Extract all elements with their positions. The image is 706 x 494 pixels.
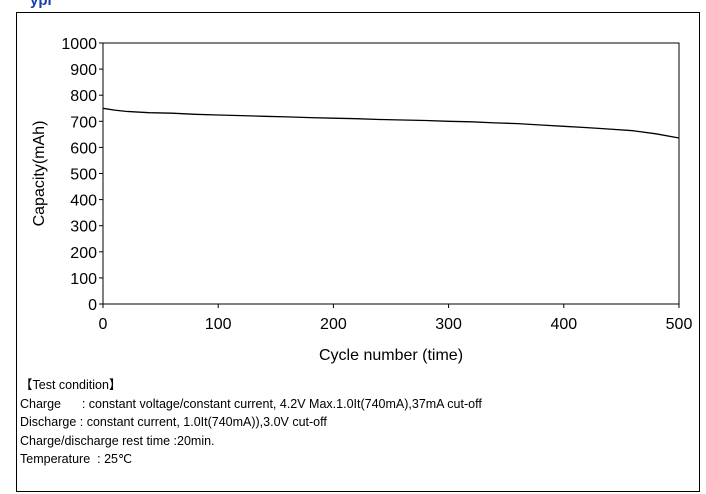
y-tick-label: 100 xyxy=(70,271,97,288)
x-tick-label: 400 xyxy=(550,316,577,333)
charge-condition: Charge : constant voltage/constant curre… xyxy=(20,396,482,411)
x-tick-label: 0 xyxy=(99,316,108,333)
y-tick-label: 600 xyxy=(70,140,97,157)
y-tick-label: 800 xyxy=(70,88,97,105)
y-tick-label: 200 xyxy=(70,245,97,262)
x-tick-label: 200 xyxy=(320,316,347,333)
y-tick-label: 400 xyxy=(70,193,97,210)
x-axis-label: Cycle number (time) xyxy=(319,347,463,364)
discharge-condition: Discharge : constant current, 1.0It(740m… xyxy=(20,415,327,430)
x-tick-label: 500 xyxy=(666,316,693,333)
y-tick-label: 1000 xyxy=(61,36,97,53)
y-tick-label: 300 xyxy=(70,219,97,236)
y-tick-label: 0 xyxy=(88,297,97,314)
y-axis-label: Capacity(mAh) xyxy=(31,121,48,227)
chart-frame xyxy=(16,12,700,492)
x-tick-label: 100 xyxy=(205,316,232,333)
test-condition-heading: 【Test condition】 xyxy=(20,378,122,392)
x-tick-label: 300 xyxy=(435,316,462,333)
series-line-1 xyxy=(102,107,680,139)
section-heading: ypi xyxy=(30,0,52,9)
rest-time-condition: Charge/discharge rest time :20min. xyxy=(20,433,215,448)
y-tick-label: 900 xyxy=(70,62,97,79)
y-tick-label: 500 xyxy=(70,167,97,184)
y-tick-label: 700 xyxy=(70,114,97,131)
test-conditions: 【Test condition】 Charge : constant volta… xyxy=(20,376,482,469)
temperature-condition: Temperature : 25℃ xyxy=(20,452,133,467)
